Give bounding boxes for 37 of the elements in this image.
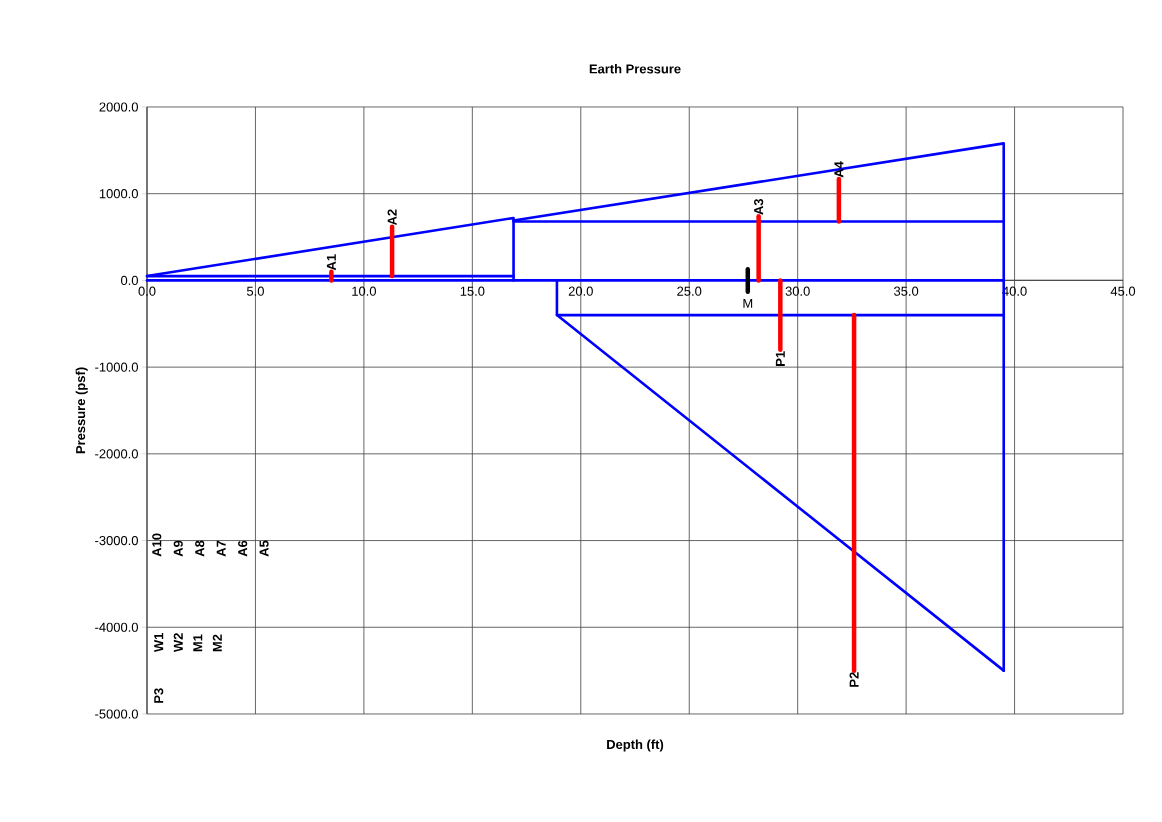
y-tick-label: -2000.0 [95, 449, 138, 459]
x-tick-label: 15.0 [460, 286, 485, 296]
x-tick-label: 30.0 [785, 286, 810, 296]
annotation: A6 [238, 540, 248, 557]
annotation: M2 [212, 634, 222, 652]
y-tick-label: -3000.0 [95, 535, 138, 546]
text: A3 [754, 198, 764, 215]
x-tick-label: 0.0 [138, 286, 156, 296]
y-tick-label: -5000.0 [95, 709, 138, 719]
text: A4 [834, 161, 844, 178]
chart-title: Earth Pressure [589, 63, 681, 74]
y-tick-label: 0.0 [120, 275, 138, 285]
annotation: W2 [173, 633, 183, 653]
annotation: A8 [195, 540, 205, 557]
annotation: A7 [216, 540, 226, 557]
series-label: M [743, 298, 753, 308]
annotation: A5 [259, 540, 269, 557]
x-tick-label: 20.0 [568, 286, 593, 296]
text: A2 [387, 209, 397, 226]
x-tick-label: 25.0 [677, 286, 702, 296]
annotation: M1 [193, 634, 203, 652]
x-tick-label: 45.0 [1110, 286, 1136, 296]
y-tick-label: 1000.0 [99, 189, 138, 199]
x-tick-label: 10.0 [352, 286, 376, 296]
y-tick-label: -4000.0 [95, 622, 138, 632]
y-tick-label: 2000.0 [99, 102, 138, 112]
y-axis-title: Pressure (psf) [75, 367, 88, 454]
x-tick-label: 35.0 [894, 286, 919, 296]
annotation: A10 [152, 533, 162, 557]
annotation: P3 [154, 688, 164, 703]
x-axis-title: Depth (ft) [607, 739, 664, 752]
text: P2 [849, 672, 859, 687]
annotation: A9 [173, 540, 183, 557]
y-tick-label: -1000.0 [95, 362, 138, 372]
text: P1 [775, 351, 785, 366]
annotation: W1 [154, 633, 164, 653]
text: A1 [326, 254, 336, 271]
